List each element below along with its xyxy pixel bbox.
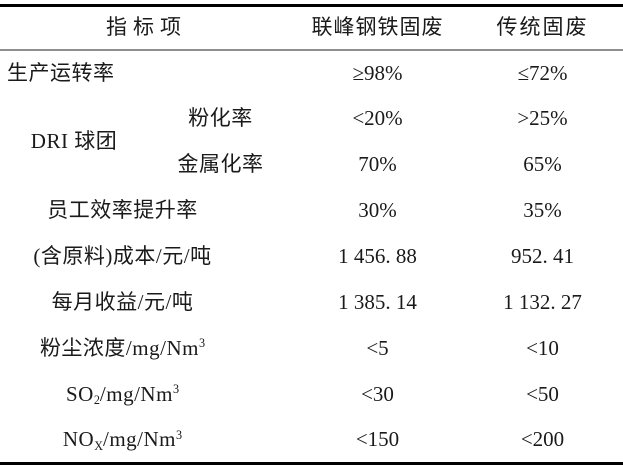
cell-lianfeng-value: <30 [361,382,394,406]
column-header-traditional: 传统固废 [462,5,623,51]
table-row-monthly-income: 每月收益/元/吨 1 385. 14 1 132. 27 [0,280,623,326]
cell-lianfeng-value: <20% [352,106,403,130]
cell-lianfeng-value: 70% [358,152,397,176]
cell-traditional-value: 65% [523,152,562,176]
table-row-operation-rate: 生产运转率 ≥98% ≤72% [0,50,623,96]
cell-lianfeng-value: 30% [358,198,397,222]
cell-traditional-value: 952. 41 [511,244,574,268]
column-header-indicator: 指标项 [0,5,293,51]
row-label: 生产运转率 [7,60,115,85]
cell-traditional-value: <10 [526,336,559,360]
cell-traditional-value: >25% [517,106,568,130]
cell-traditional-value: 35% [523,198,562,222]
cell-lianfeng-value: ≥98% [352,60,403,85]
row-group-label-dri: DRI 球团 [30,129,118,153]
cell-traditional-value: ≤72% [517,60,568,85]
column-header-lianfeng: 联峰钢铁固废 [293,5,462,51]
cell-lianfeng-value: 1 456. 88 [338,244,417,268]
comparison-table: 指标项 联峰钢铁固废 传统固废 生产运转率 ≥98% ≤72% DRI 球团 粉… [0,4,623,465]
cell-lianfeng-value: 1 385. 14 [338,290,417,314]
cell-lianfeng-value: <150 [355,427,400,452]
table-row-dri-metallization: 金属化率 70% 65% [0,142,623,188]
row-sublabel: 粉化率 [188,106,253,130]
row-label: (含原料)成本/元/吨 [33,244,212,268]
table-row-cost: (含原料)成本/元/吨 1 456. 88 952. 41 [0,234,623,280]
cell-lianfeng-value: <5 [366,336,389,360]
table-row-dri-pulverization: DRI 球团 粉化率 <20% >25% [0,96,623,152]
row-label: 粉尘浓度/mg/Nm3 [39,336,206,360]
row-label: 员工效率提升率 [47,198,198,222]
row-label: 每月收益/元/吨 [51,290,194,314]
table-row-nox: NOX/mg/Nm3 <150 <200 [0,418,623,464]
table-row-staff-efficiency: 员工效率提升率 30% 35% [0,188,623,234]
cell-traditional-value: 1 132. 27 [503,290,582,314]
row-label: SO2/mg/Nm3 [65,382,180,408]
table-row-so2: SO2/mg/Nm3 <30 <50 [0,372,623,418]
cell-traditional-value: <200 [520,427,565,452]
table-row-dust-concentration: 粉尘浓度/mg/Nm3 <5 <10 [0,326,623,372]
row-label: NOX/mg/Nm3 [62,427,183,453]
header-row: 指标项 联峰钢铁固废 传统固废 [0,5,623,51]
row-sublabel: 金属化率 [177,152,264,176]
cell-traditional-value: <50 [526,382,559,406]
